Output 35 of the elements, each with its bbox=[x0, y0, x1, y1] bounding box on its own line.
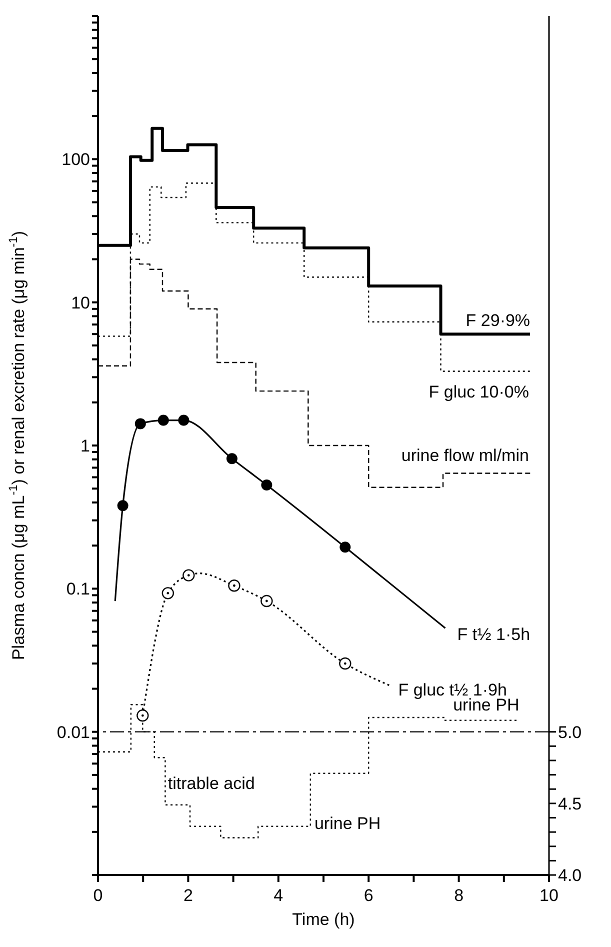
series-label: F t½ 1·5h bbox=[457, 625, 530, 644]
point bbox=[134, 418, 146, 430]
y-tick-label: 0.1 bbox=[66, 580, 90, 599]
x-tick-label: 2 bbox=[183, 886, 193, 905]
x-tick-label: 8 bbox=[454, 886, 464, 905]
point bbox=[226, 453, 238, 464]
y-tick-label: 0.01 bbox=[56, 722, 90, 742]
point bbox=[158, 414, 169, 426]
series-label: F gluc 10·0% bbox=[428, 382, 529, 402]
x-tick-label: 10 bbox=[540, 886, 558, 905]
point bbox=[340, 542, 351, 553]
annotation: titrable acid bbox=[168, 774, 255, 794]
point bbox=[339, 657, 352, 670]
y-tick-label: 100 bbox=[62, 150, 90, 170]
series-label: urine flow ml/min bbox=[401, 446, 529, 466]
x-tick-label: 6 bbox=[364, 886, 374, 905]
point bbox=[182, 569, 195, 582]
y-tick-label: 1 bbox=[80, 436, 90, 456]
y2-tick-label: 4.5 bbox=[558, 794, 582, 814]
x-tick-label: 0 bbox=[93, 886, 103, 905]
point bbox=[260, 594, 273, 608]
point bbox=[136, 709, 149, 722]
point bbox=[228, 580, 240, 592]
x-tick-label: 4 bbox=[274, 886, 284, 905]
series-label: F 29·9% bbox=[466, 311, 530, 330]
point bbox=[261, 479, 272, 490]
series-label: urine PH bbox=[453, 695, 520, 714]
y-tick-label: 10 bbox=[71, 293, 90, 312]
y2-tick-label: 5.0 bbox=[558, 722, 582, 742]
y2-tick-label: 4.0 bbox=[558, 866, 582, 886]
point bbox=[117, 500, 128, 512]
point bbox=[178, 414, 190, 426]
x-axis-title: Time (h) bbox=[292, 910, 355, 929]
point bbox=[162, 587, 174, 600]
annotation: urine PH bbox=[314, 814, 381, 834]
